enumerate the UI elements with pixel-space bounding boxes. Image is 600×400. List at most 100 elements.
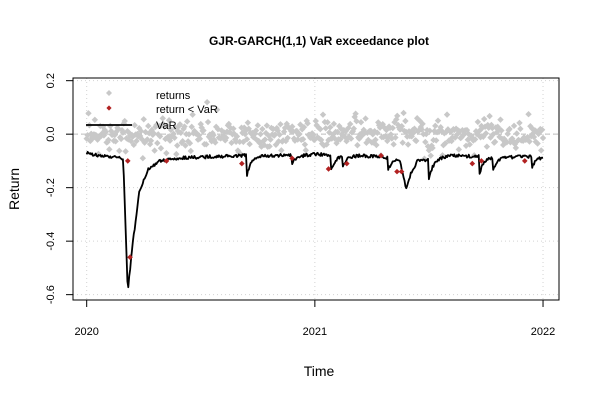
return-point [326, 129, 333, 136]
y-tick-label: 0.0 [45, 127, 57, 142]
return-point [182, 142, 189, 149]
return-point [350, 125, 357, 132]
return-point [372, 136, 379, 143]
return-point [536, 129, 543, 136]
return-point [427, 152, 434, 159]
return-point [106, 146, 113, 153]
return-point [157, 145, 165, 152]
return-point [498, 127, 505, 134]
return-point [198, 124, 205, 131]
return-point [388, 135, 396, 142]
exceedance-point [124, 158, 131, 164]
return-point [127, 137, 135, 145]
exceedance-point [163, 158, 170, 164]
return-point [187, 147, 195, 155]
return-point [153, 121, 160, 129]
return-point [418, 126, 425, 133]
return-point [91, 116, 99, 123]
return-point [456, 128, 463, 135]
legend-label-exceedance: return < VaR [156, 104, 218, 116]
y-axis: 0.2 0.0 -0.2 -0.4 -0.6 [45, 73, 74, 304]
return-point [188, 123, 195, 131]
return-point [235, 148, 243, 156]
return-point [139, 155, 147, 162]
return-point [133, 137, 140, 145]
return-point [443, 111, 451, 118]
return-point [352, 110, 359, 117]
return-point [322, 125, 329, 132]
return-point [167, 126, 175, 134]
return-point [177, 129, 185, 136]
return-point [179, 138, 186, 145]
return-point [277, 121, 284, 128]
return-point [189, 111, 196, 118]
return-point [503, 139, 511, 146]
return-point [302, 146, 310, 154]
return-point [183, 118, 191, 125]
return-point [207, 135, 214, 143]
return-point [440, 141, 447, 149]
legend-exceedance-marker [106, 105, 112, 111]
return-point [174, 142, 181, 149]
return-point [513, 130, 520, 137]
return-point [533, 128, 540, 135]
y-tick-label: -0.2 [45, 178, 57, 197]
return-point [257, 130, 264, 138]
legend-label-var: VaR [156, 120, 177, 132]
y-tick-label: -0.4 [45, 232, 57, 251]
return-point [471, 136, 479, 143]
return-point [203, 141, 210, 148]
return-point [112, 138, 119, 145]
return-point [489, 124, 496, 132]
return-point [483, 143, 491, 150]
return-point [452, 125, 460, 132]
return-point [171, 134, 178, 141]
return-point [482, 130, 490, 137]
return-point [317, 125, 324, 133]
return-point [151, 147, 158, 154]
return-point [497, 116, 504, 123]
exceedance-point [378, 152, 384, 159]
return-point [185, 131, 193, 138]
return-point [165, 117, 173, 124]
return-point [276, 131, 283, 138]
x-tick-label: 2020 [74, 326, 98, 338]
return-point [88, 130, 95, 137]
exceedance-point [478, 158, 485, 164]
return-point [236, 138, 243, 146]
return-point [466, 141, 473, 148]
return-point [517, 125, 524, 133]
return-point [413, 115, 421, 122]
return-point [246, 140, 253, 148]
return-point [357, 119, 365, 126]
return-point [334, 128, 341, 136]
return-point [300, 123, 308, 131]
return-point [117, 135, 125, 143]
exceedance-point [469, 160, 476, 167]
return-point [374, 129, 381, 136]
return-point [432, 122, 439, 130]
return-point [130, 141, 137, 149]
return-point [534, 140, 541, 147]
x-tick-label: 2022 [531, 326, 555, 338]
return-point [389, 124, 396, 132]
return-point [252, 127, 260, 134]
return-point [422, 138, 429, 146]
exceedance-point [344, 160, 350, 167]
return-point [233, 133, 241, 140]
return-point [429, 144, 436, 152]
return-point [241, 124, 248, 131]
return-point [181, 123, 188, 130]
return-point [509, 138, 517, 145]
return-point [121, 117, 128, 125]
return-point [297, 121, 304, 128]
return-point [164, 133, 172, 140]
grid-lines [73, 78, 559, 300]
return-point [212, 139, 219, 146]
legend-label-returns: returns [156, 90, 191, 102]
exceedance-point [521, 158, 528, 164]
return-point [102, 128, 109, 136]
return-point [161, 123, 168, 130]
return-point [137, 127, 145, 135]
